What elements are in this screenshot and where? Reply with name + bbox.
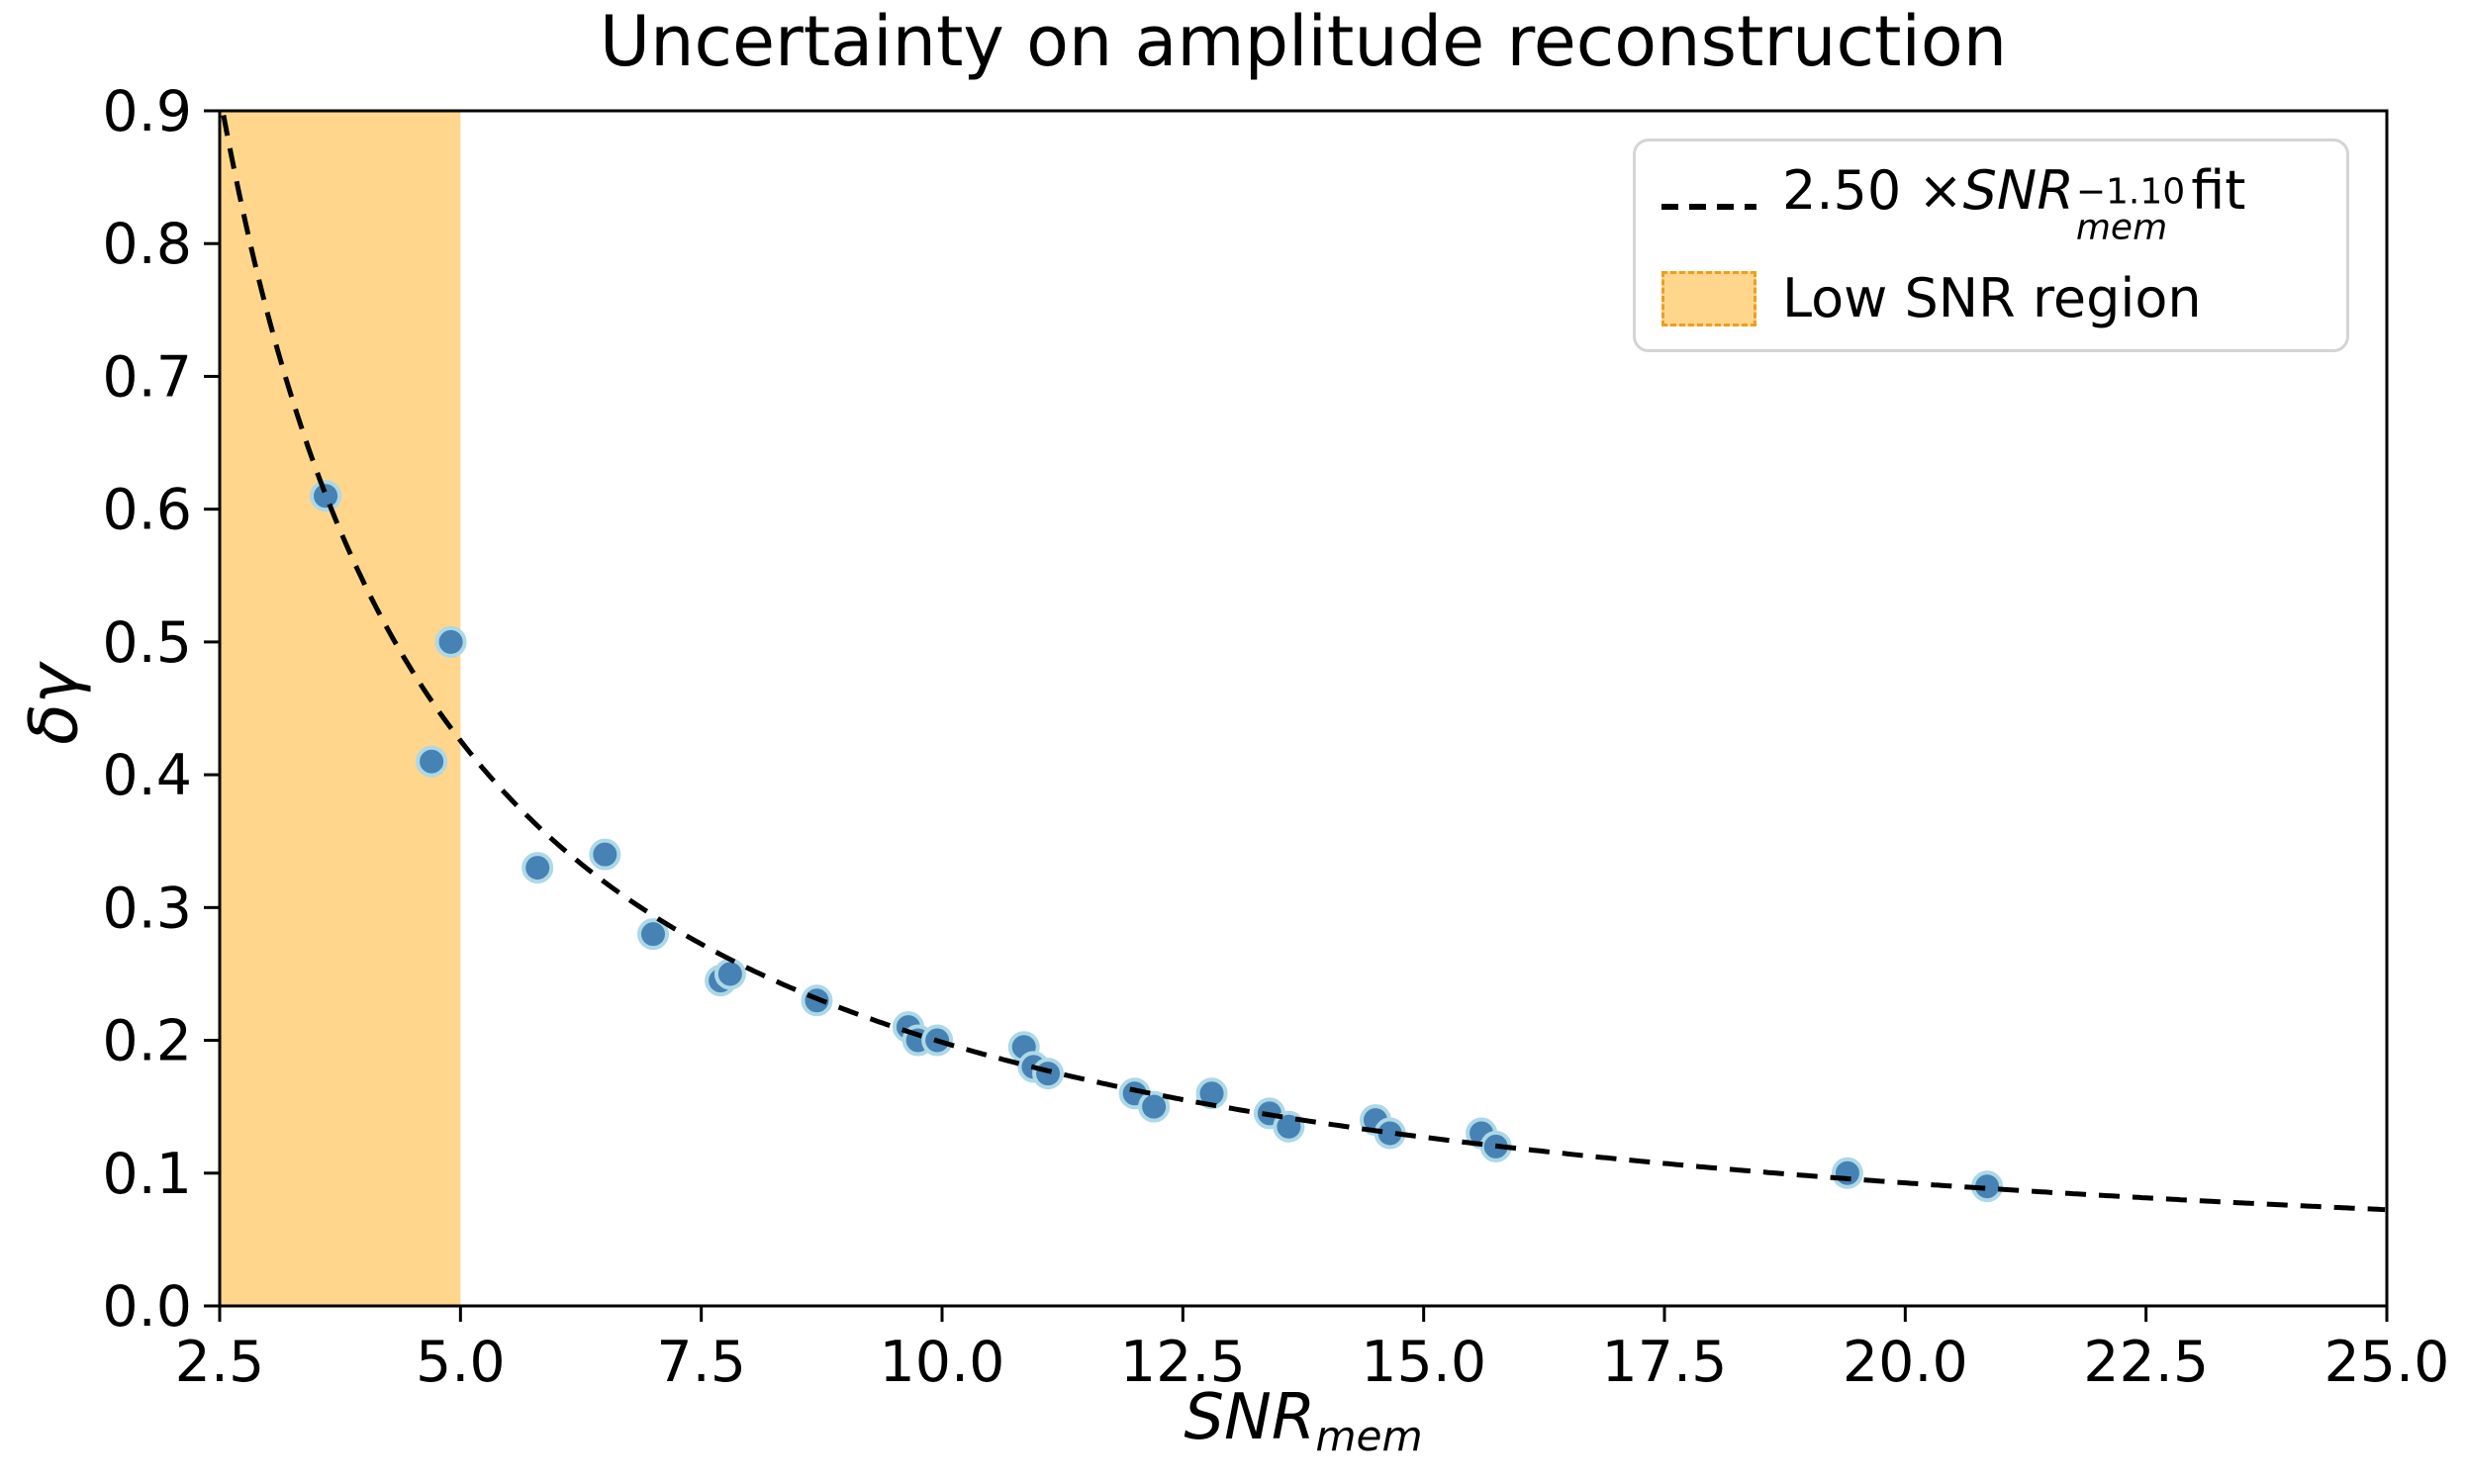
data-point [637, 918, 669, 951]
legend-fit-supsub: −1.10 mem [2075, 171, 2186, 248]
legend-fit-prefix: 2.50 × [1782, 159, 1963, 222]
y-tick-label: 0.6 [102, 478, 192, 543]
data-point [1831, 1157, 1863, 1189]
x-tick-label: 7.5 [656, 1330, 746, 1395]
x-tick-label: 2.5 [175, 1330, 265, 1395]
x-tick-label: 22.5 [2083, 1330, 2209, 1395]
y-tick-label: 0.8 [102, 212, 192, 277]
data-point [434, 625, 467, 658]
y-tick-label: 0.0 [102, 1274, 192, 1340]
y-tick-label: 0.2 [102, 1009, 192, 1074]
data-point [416, 745, 448, 778]
data-point [1138, 1090, 1171, 1123]
y-tick-label: 0.5 [102, 610, 192, 676]
x-tick-label: 25.0 [2324, 1330, 2450, 1395]
x-tick-label: 12.5 [1120, 1330, 1246, 1395]
x-tick-label: 15.0 [1361, 1330, 1486, 1395]
y-tick-label: 0.7 [102, 344, 192, 410]
x-tick-label: 20.0 [1843, 1330, 1968, 1395]
axes-spines [218, 109, 2389, 1308]
legend-entry-fit: 2.50 × SNR −1.10 mem fit [1661, 161, 2321, 251]
legend-entry-region: Low SNR region [1661, 269, 2321, 327]
data-point [310, 480, 342, 512]
y-axis-label: δγ [15, 664, 94, 745]
y-tick-label: 0.9 [102, 79, 192, 144]
legend-fit-suffix: fit [2191, 159, 2246, 222]
data-point [713, 958, 746, 990]
data-point [589, 838, 621, 871]
y-tick-label: 0.4 [102, 743, 192, 808]
data-point [1032, 1058, 1065, 1090]
y-tick-label: 0.1 [102, 1142, 192, 1207]
orange-region-swatch-icon [1661, 270, 1756, 326]
x-axis-label-base: SNR [1184, 1381, 1316, 1454]
dashed-line-swatch-icon [1661, 203, 1756, 210]
data-point [522, 852, 554, 884]
fit-line [221, 115, 2386, 1213]
legend: 2.50 × SNR −1.10 mem fit Low SNR region [1633, 139, 2349, 353]
legend-fit-label: 2.50 × SNR −1.10 mem fit [1782, 161, 2245, 251]
legend-fit-subscript: mem [2075, 207, 2168, 248]
dashed-line-swatch-svg [1661, 203, 1756, 210]
low-snr-region [220, 111, 461, 1306]
x-axis-label: SNRmem [220, 1381, 2387, 1460]
x-tick-label: 10.0 [880, 1330, 1005, 1395]
y-tick-label: 0.3 [102, 876, 192, 941]
x-axis-label-subscript: mem [1315, 1411, 1423, 1460]
legend-fit-variable: SNR [1962, 159, 2074, 222]
chart-title: Uncertainty on amplitude reconstruction [599, 1, 2008, 82]
legend-fit-exponent: −1.10 [2075, 171, 2186, 213]
x-tick-label: 5.0 [416, 1330, 506, 1395]
legend-region-label: Low SNR region [1782, 267, 2202, 329]
x-tick-label: 17.5 [1602, 1330, 1728, 1395]
